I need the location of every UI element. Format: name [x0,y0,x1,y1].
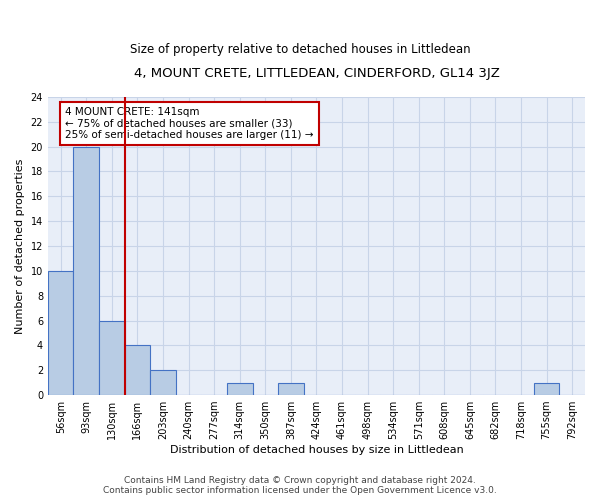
Bar [99,320,125,395]
Bar [278,382,304,395]
X-axis label: Distribution of detached houses by size in Littledean: Distribution of detached houses by size … [170,445,463,455]
Text: Contains HM Land Registry data © Crown copyright and database right 2024.
Contai: Contains HM Land Registry data © Crown c… [103,476,497,495]
Y-axis label: Number of detached properties: Number of detached properties [15,158,25,334]
Bar [125,346,150,395]
Title: 4, MOUNT CRETE, LITTLEDEAN, CINDERFORD, GL14 3JZ: 4, MOUNT CRETE, LITTLEDEAN, CINDERFORD, … [134,68,499,80]
Text: 4 MOUNT CRETE: 141sqm
← 75% of detached houses are smaller (33)
25% of semi-deta: 4 MOUNT CRETE: 141sqm ← 75% of detached … [65,107,314,140]
Bar [48,271,73,395]
Bar [227,382,253,395]
Bar [534,382,559,395]
Bar [150,370,176,395]
Bar [73,146,99,395]
Text: Size of property relative to detached houses in Littledean: Size of property relative to detached ho… [130,42,470,56]
